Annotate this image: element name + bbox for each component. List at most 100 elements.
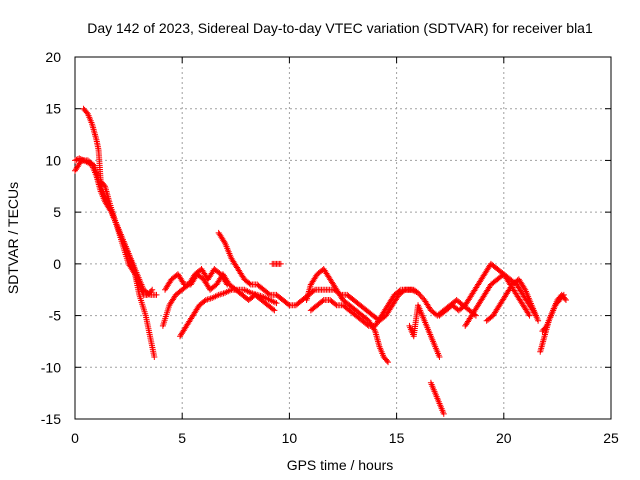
data-point	[189, 303, 202, 319]
y-tick-label: 5	[53, 204, 61, 220]
data-point	[292, 298, 304, 309]
data-point	[76, 155, 86, 163]
data-point	[267, 297, 278, 306]
series-arc-13	[406, 302, 443, 360]
x-axis-label: GPS time / hours	[287, 457, 394, 473]
y-tick-label: -5	[49, 308, 62, 324]
data-point	[528, 302, 541, 323]
data-point	[89, 121, 99, 142]
data-point	[560, 291, 567, 298]
data-point	[515, 276, 528, 292]
data-point	[172, 287, 184, 298]
data-point	[475, 293, 487, 309]
data-point	[380, 353, 390, 364]
data-point	[490, 303, 502, 319]
data-point	[359, 312, 371, 323]
series-arc-8	[269, 260, 284, 267]
y-tick-label: -10	[41, 359, 61, 375]
data-point	[102, 198, 114, 214]
data-point	[481, 283, 494, 298]
data-point	[468, 283, 481, 298]
data-point	[254, 281, 266, 292]
data-point	[419, 312, 429, 328]
data-point	[97, 188, 108, 204]
series-arc-1	[72, 157, 158, 360]
data-point	[359, 317, 371, 328]
data-point	[202, 295, 214, 304]
data-point	[552, 298, 562, 309]
data-point	[108, 209, 121, 229]
data-point	[183, 314, 196, 329]
data-point	[162, 277, 174, 293]
data-point	[547, 303, 558, 319]
data-point	[427, 379, 438, 395]
data-point	[395, 287, 407, 298]
data-point	[166, 293, 178, 309]
data-point	[333, 286, 346, 302]
series-arc-18	[537, 291, 569, 355]
y-tick-label: 15	[45, 101, 61, 117]
data-point	[376, 343, 387, 359]
data-point	[260, 293, 272, 303]
data-point	[241, 286, 253, 296]
data-point	[196, 298, 208, 309]
data-point	[535, 317, 542, 324]
data-point	[273, 300, 280, 307]
data-point	[277, 260, 284, 267]
series-arc-2	[80, 105, 156, 298]
data-point	[526, 312, 533, 319]
series-arc-10	[303, 266, 392, 366]
data-point	[385, 359, 392, 366]
data-point	[279, 297, 292, 308]
data-point	[462, 314, 474, 329]
data-point	[455, 303, 467, 314]
data-point	[344, 291, 356, 303]
data-point	[389, 293, 401, 309]
data-point	[273, 291, 285, 303]
series-arc-16	[462, 271, 533, 329]
data-point	[228, 255, 241, 271]
data-point	[436, 308, 448, 319]
series-arc-3	[72, 155, 160, 298]
series-arc-5	[159, 266, 231, 329]
data-point	[520, 302, 532, 318]
data-point	[80, 105, 90, 116]
data-point	[522, 286, 534, 307]
data-point	[350, 297, 362, 308]
data-point	[352, 312, 365, 323]
data-point	[436, 400, 447, 416]
data-point	[436, 353, 443, 360]
data-point	[95, 147, 104, 183]
data-point	[346, 302, 358, 313]
data-point	[314, 298, 326, 309]
data-point	[72, 156, 81, 164]
data-point	[421, 297, 433, 312]
data-points	[72, 105, 569, 417]
data-point	[427, 333, 438, 348]
data-point	[149, 286, 156, 293]
data-point	[363, 307, 375, 318]
data-point	[215, 229, 228, 245]
data-point	[151, 353, 158, 360]
x-tick-label: 5	[178, 430, 186, 446]
data-point	[147, 333, 157, 359]
data-point	[134, 271, 146, 291]
data-point	[327, 297, 339, 308]
data-point	[513, 281, 526, 297]
data-point	[513, 291, 526, 307]
data-point	[224, 281, 231, 288]
data-point	[453, 297, 465, 308]
data-point	[487, 277, 500, 288]
data-point	[423, 322, 434, 338]
data-point	[89, 162, 99, 178]
y-tick-label: -15	[41, 411, 61, 427]
data-point	[177, 324, 189, 340]
series-arc-6	[177, 286, 280, 340]
data-point	[241, 276, 253, 287]
data-point	[487, 260, 500, 271]
data-point	[415, 302, 425, 317]
series-arc-17	[483, 276, 542, 324]
data-point	[217, 271, 230, 287]
data-point	[153, 291, 160, 298]
